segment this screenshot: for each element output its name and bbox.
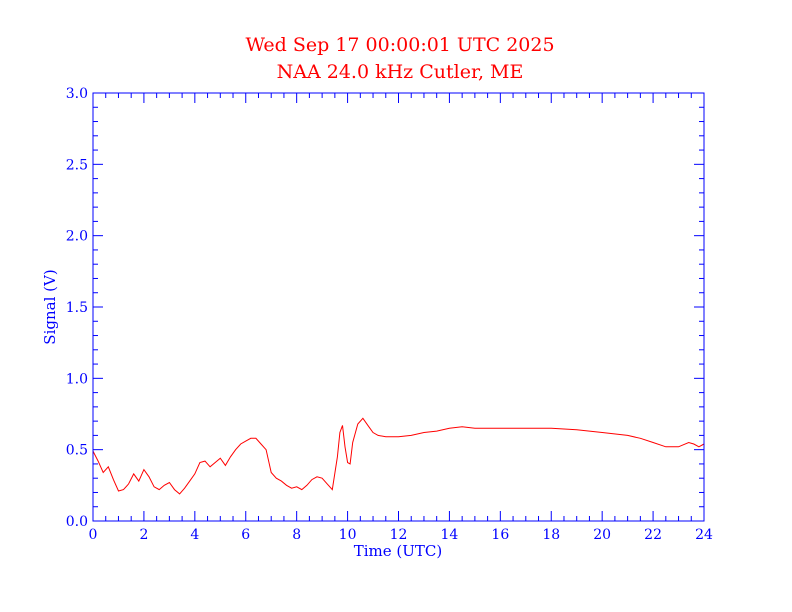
y-tick-label: 0.5 bbox=[66, 443, 88, 459]
x-tick-label: 0 bbox=[89, 527, 98, 543]
x-tick-label: 4 bbox=[190, 527, 199, 543]
x-axis-label: Time (UTC) bbox=[354, 542, 443, 560]
x-tick-label: 20 bbox=[593, 527, 611, 543]
x-tick-label: 14 bbox=[441, 527, 459, 543]
y-tick-label: 2.0 bbox=[66, 229, 88, 245]
y-tick-label: 1.0 bbox=[66, 371, 88, 387]
x-tick-label: 10 bbox=[339, 527, 357, 543]
x-tick-label: 18 bbox=[542, 527, 560, 543]
x-tick-label: 2 bbox=[139, 527, 148, 543]
y-tick-label: 2.5 bbox=[66, 157, 88, 173]
signal-series-line bbox=[92, 417, 705, 495]
y-axis-label: Signal (V) bbox=[41, 269, 59, 344]
x-tick-label: 8 bbox=[292, 527, 301, 543]
y-tick-label: 0.0 bbox=[66, 514, 88, 530]
chart-subtitle: NAA 24.0 kHz Cutler, ME bbox=[277, 61, 524, 83]
x-tick-label: 24 bbox=[695, 527, 713, 543]
chart-title: Wed Sep 17 00:00:01 UTC 2025 bbox=[245, 34, 554, 56]
x-tick-label: 22 bbox=[644, 527, 662, 543]
x-tick-label: 6 bbox=[241, 527, 250, 543]
y-tick-label: 3.0 bbox=[66, 86, 88, 102]
plot-frame bbox=[92, 92, 705, 522]
x-tick-label: 12 bbox=[390, 527, 408, 543]
y-tick-label: 1.5 bbox=[66, 300, 88, 316]
x-tick-label: 16 bbox=[491, 527, 509, 543]
